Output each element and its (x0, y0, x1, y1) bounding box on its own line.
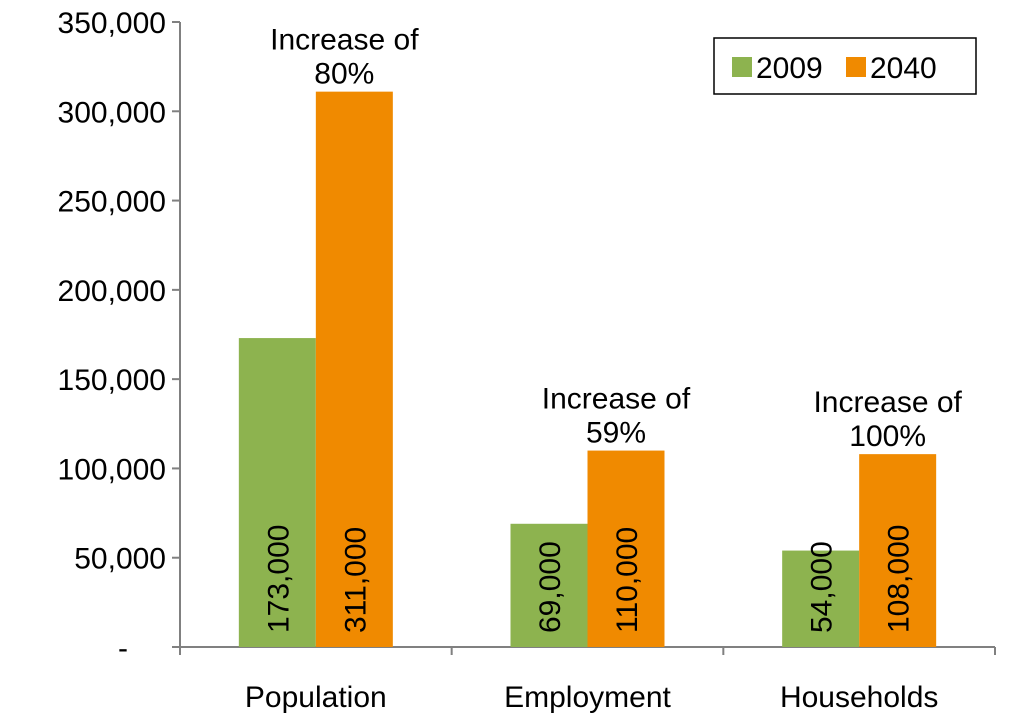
bar-2040-households (859, 454, 937, 647)
annotation-label: Increase of (542, 383, 691, 416)
legend-swatch (732, 57, 752, 77)
bars (238, 91, 937, 647)
y-tick-label: 200,000 (58, 275, 166, 308)
value-labels: 173,000 311,000 69,000 110,000 54,000 108,000 (262, 525, 915, 633)
x-tick-label: Employment (504, 681, 671, 714)
annotation-percent: 80% (314, 58, 374, 91)
y-tick-label: 100,000 (58, 453, 166, 486)
bar-2009-households (782, 550, 860, 647)
data-label: 173,000 (262, 525, 295, 633)
y-tick-label: 300,000 (58, 96, 166, 129)
bar-2009-employment (510, 523, 588, 647)
legend: 2009 2040 (713, 37, 977, 95)
x-tick-label: Households (780, 681, 938, 714)
y-tick-label: 250,000 (58, 186, 166, 219)
legend-label: 2009 (756, 52, 823, 85)
bar-2040-population (315, 91, 393, 647)
annotation-label: Increase of (270, 24, 419, 57)
legend-swatch (846, 57, 866, 77)
data-label: 54,000 (806, 541, 839, 633)
bar-2040-employment (587, 450, 665, 647)
annotation-percent: 100% (849, 420, 926, 453)
y-tick-label: 350,000 (58, 7, 166, 40)
data-label: 311,000 (339, 527, 372, 633)
x-axis: Population Employment Households (245, 681, 938, 714)
data-label: 110,000 (611, 527, 644, 633)
bar-2009-population (238, 338, 316, 647)
y-tick-label: 50,000 (74, 543, 166, 576)
y-axis: - 50,000 100,000 150,000 200,000 250,000 300,0… (58, 7, 166, 665)
y-tick-label: 150,000 (58, 364, 166, 397)
legend-box (713, 37, 977, 95)
legend-label: 2040 (870, 52, 937, 85)
x-tick-label: Population (245, 681, 387, 714)
data-label: 108,000 (883, 525, 916, 633)
annotation-percent: 59% (586, 417, 646, 450)
data-label: 69,000 (534, 541, 567, 633)
y-tick-label: - (118, 632, 128, 665)
annotation-label: Increase of (813, 386, 962, 419)
